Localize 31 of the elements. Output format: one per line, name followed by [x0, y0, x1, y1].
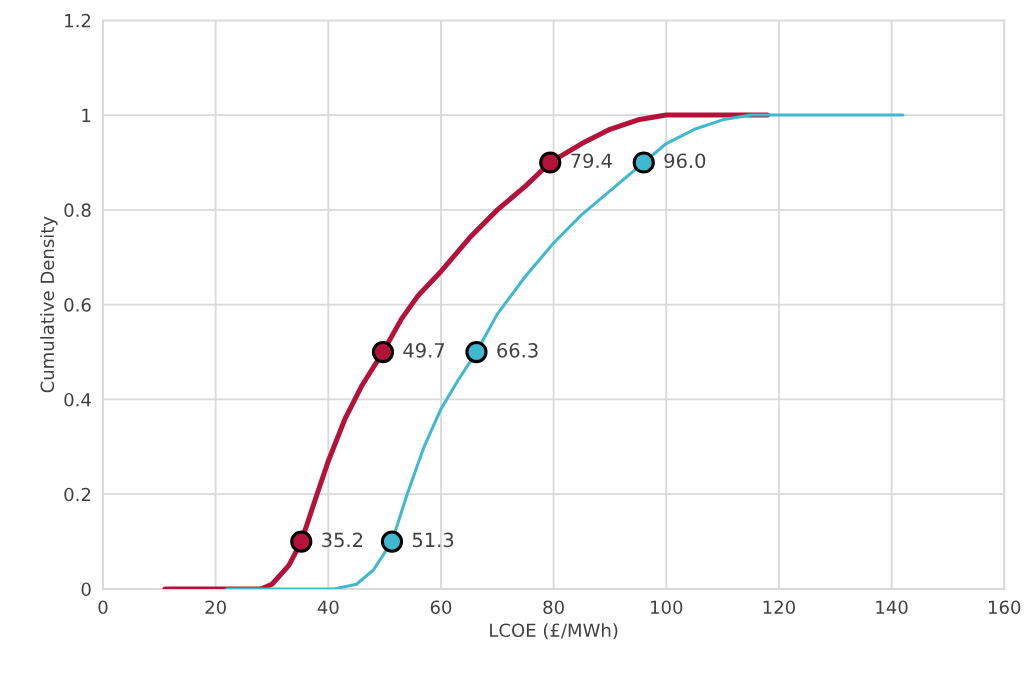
- y-tick-label: 0.8: [64, 203, 91, 217]
- point: [465, 340, 488, 364]
- y-tick-label: 0: [81, 582, 91, 597]
- point: [539, 151, 562, 174]
- x-tick-label: 120: [763, 600, 795, 615]
- point: [632, 151, 655, 174]
- x-tick-label: 100: [651, 600, 683, 615]
- y-axis-title: Cumulative Density: [40, 216, 58, 393]
- x-tick-label: 40: [317, 600, 339, 615]
- annotation: 96.0: [664, 153, 706, 169]
- x-tick-label: 20: [205, 600, 226, 615]
- point: [371, 340, 395, 364]
- annotation: 49.7: [403, 342, 445, 358]
- y-tick-label: 1: [82, 108, 91, 122]
- annotation: 79.4: [571, 153, 612, 169]
- x-tick-label: 60: [430, 600, 452, 615]
- x-tick-label: 80: [543, 600, 564, 615]
- line-series: [225, 113, 905, 589]
- y-tick-label: 0.4: [64, 392, 91, 407]
- y-tick-label: 1.2: [65, 13, 91, 28]
- x-axis-title: LCOE (£/MWh): [490, 623, 618, 640]
- annotation: 35.2: [322, 532, 363, 548]
- y-tick-label: 0.2: [64, 487, 91, 502]
- x-tick-label: 140: [876, 600, 908, 615]
- x-tick-label: 160: [989, 600, 1021, 615]
- point: [290, 530, 313, 553]
- annotation: 51.3: [412, 532, 454, 548]
- x-tick-label: 0: [98, 600, 108, 615]
- annotation: 66.3: [497, 342, 538, 358]
- y-tick-label: 0.6: [64, 298, 91, 312]
- point: [380, 530, 404, 553]
